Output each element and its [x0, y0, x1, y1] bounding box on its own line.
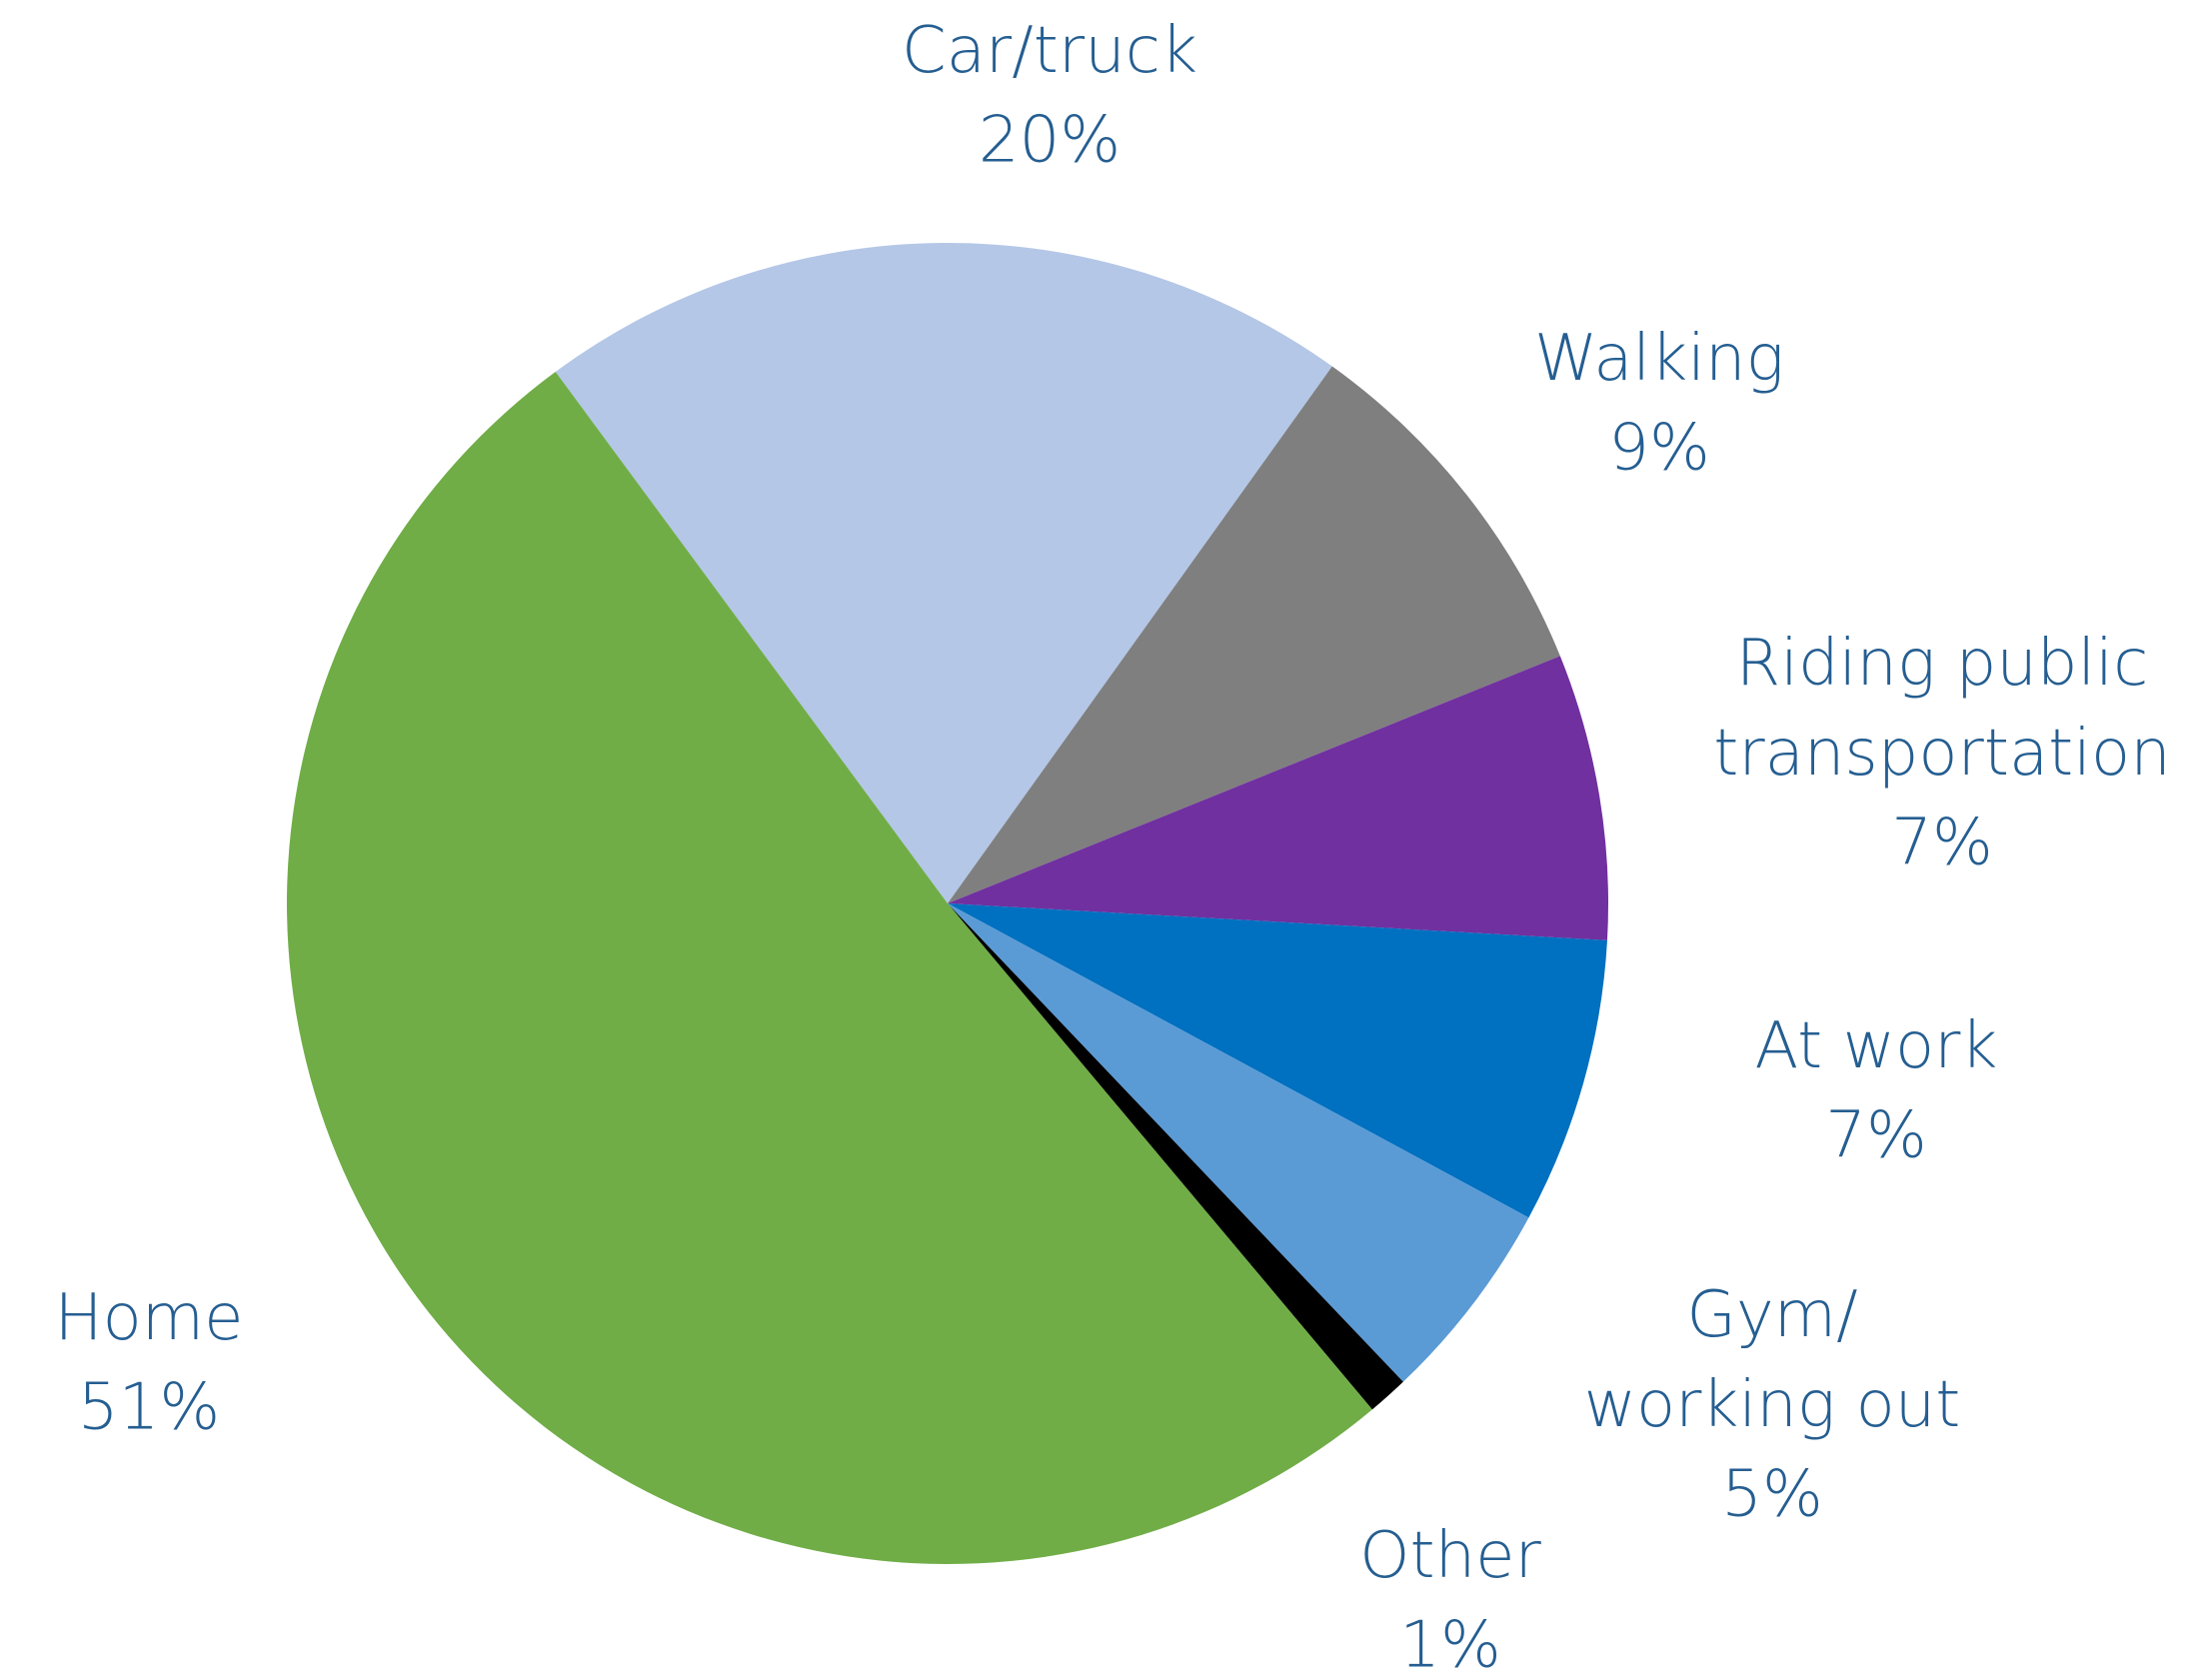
pie-slice — [948, 366, 1560, 903]
value-label: 5% — [1721, 1458, 1823, 1532]
slice-label: Home — [55, 1281, 244, 1355]
slice-label: Walking — [1534, 322, 1784, 396]
pie-slice — [286, 371, 1372, 1565]
pie-slice — [948, 903, 1403, 1410]
value-label: 9% — [1608, 412, 1710, 486]
value-label: 7% — [1891, 807, 1993, 880]
value-label: 1% — [1399, 1609, 1501, 1675]
value-label: 20% — [979, 104, 1120, 178]
slice-label: Gym/working out — [1584, 1278, 1961, 1442]
pie-slice — [555, 243, 1332, 903]
slice-label: Riding public transportation — [1713, 627, 2171, 791]
value-label: 7% — [1825, 1099, 1927, 1173]
slice-label: At work — [1755, 1009, 1998, 1083]
slice-label: Car/truck — [902, 14, 1197, 88]
pie-slice — [948, 903, 1607, 1218]
pie-slice — [948, 903, 1529, 1382]
pie-slice — [948, 656, 1608, 940]
slice-label: Other — [1359, 1519, 1541, 1593]
value-label: 51% — [78, 1371, 220, 1445]
